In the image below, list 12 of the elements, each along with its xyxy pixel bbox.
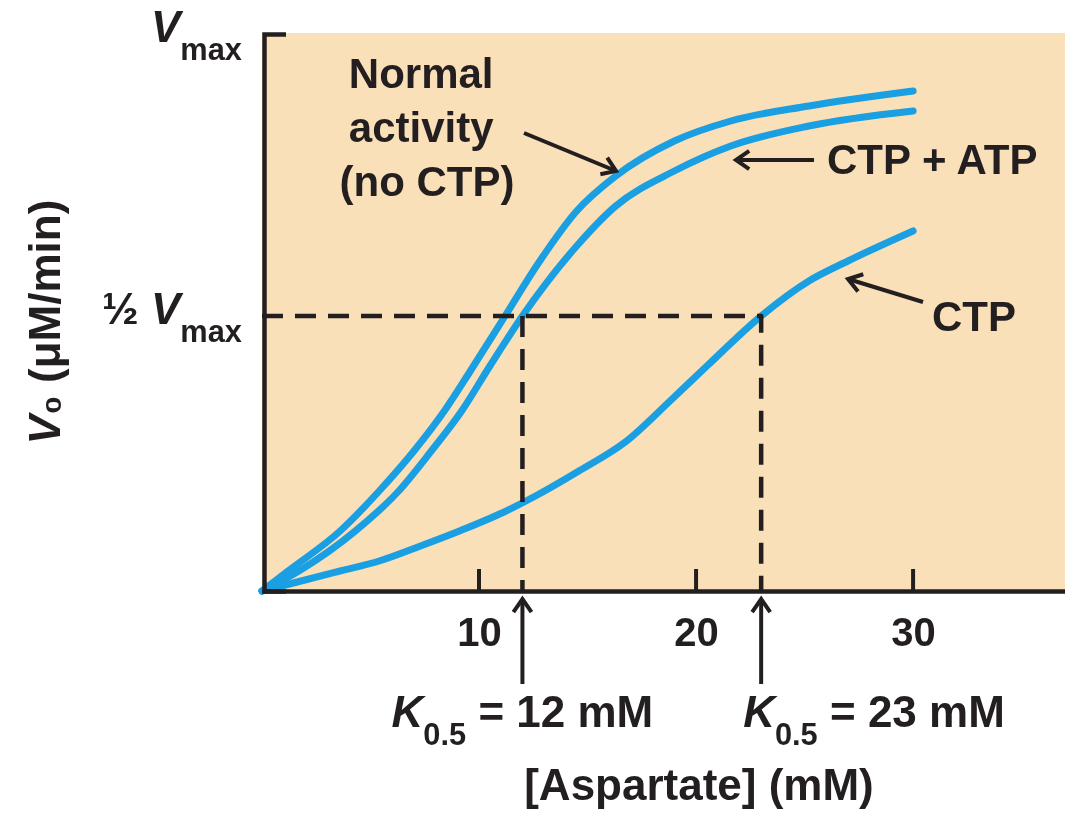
- annotation: K$_{0.5}$ = 12 mM: [391, 687, 654, 752]
- x-tick-label: 10: [457, 610, 502, 655]
- series-label: CTP: [932, 293, 1016, 340]
- x-tick-label: 30: [891, 610, 936, 655]
- annotation: K$_{0.5}$ = 23 mM: [743, 687, 1005, 752]
- x-axis-title: [Aspartate] (mM): [524, 760, 874, 809]
- series-label: Normal activity (no CTP): [339, 50, 515, 205]
- series-label: CTP + ATP: [827, 136, 1038, 183]
- text: V$_{max}$: [151, 2, 242, 67]
- annotation: ½ V$_{max}$: [102, 284, 242, 349]
- y-axis-title: V₀ (μM/min): [20, 199, 69, 445]
- x-tick-label: 20: [674, 610, 719, 655]
